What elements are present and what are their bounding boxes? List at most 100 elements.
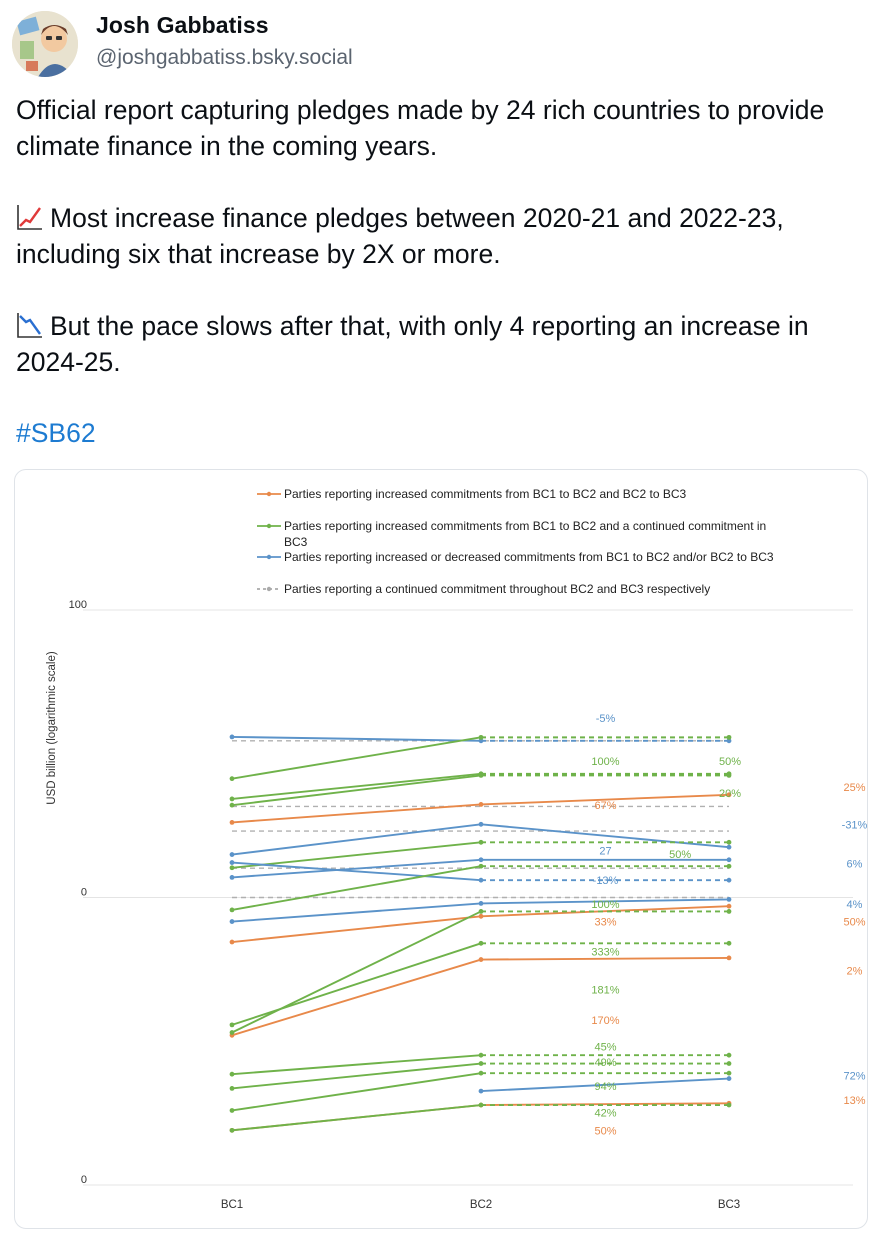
post-paragraph: But the pace slows after that, with only…	[16, 308, 876, 380]
y-tick-label: 100	[69, 599, 87, 611]
author-name[interactable]: Josh Gabbatiss	[96, 12, 269, 38]
paragraph-text: Official report capturing pledges made b…	[16, 95, 825, 161]
chart-decreasing-icon	[17, 312, 43, 338]
series-point	[229, 907, 235, 913]
x-tick-label: BC2	[470, 1199, 492, 1211]
avatar[interactable]	[12, 11, 78, 77]
series-point	[229, 819, 235, 825]
series-point	[229, 919, 235, 924]
series-point	[478, 877, 484, 883]
series-point	[726, 857, 732, 863]
series-point	[229, 1127, 235, 1133]
series-segment	[231, 910, 482, 1034]
series-point	[478, 821, 484, 827]
series-segment	[231, 915, 482, 943]
series-point	[726, 772, 732, 778]
data-label: 20%	[719, 788, 741, 800]
embedded-chart-image[interactable]: 100 0 0 USD billion (logarithmic scale) BC1 B…	[14, 469, 868, 1229]
series-point	[478, 802, 484, 807]
chart: 100 0 0 USD billion (logarithmic scale) BC1 B…	[46, 487, 867, 1211]
data-label: 100%	[591, 899, 619, 911]
series-point	[478, 839, 484, 845]
series-segment	[231, 858, 482, 879]
data-label: 13%	[843, 1095, 865, 1107]
data-label: 50%	[669, 849, 691, 861]
series-segment	[231, 1062, 482, 1090]
series-point	[726, 909, 732, 914]
series-point	[478, 900, 484, 906]
data-label: -5%	[596, 713, 616, 725]
data-label: -31%	[842, 819, 867, 831]
series-segment	[231, 902, 482, 923]
series-point	[229, 852, 235, 857]
data-label: 49%	[594, 1057, 616, 1069]
series-segment	[231, 774, 482, 807]
series-point	[726, 1070, 732, 1076]
series-point	[726, 863, 732, 869]
series-point	[229, 874, 235, 880]
y-axis-label: USD billion (logarithmic scale)	[46, 651, 58, 805]
data-label: 50%	[719, 756, 741, 768]
series-segment	[480, 1077, 730, 1093]
series-point	[726, 897, 732, 902]
data-label: 333%	[591, 947, 619, 959]
paragraph-text: But the pace slows after that, with only…	[16, 311, 809, 377]
series-point	[229, 939, 235, 945]
data-label: 4%	[847, 899, 863, 911]
hashtag-link[interactable]: #SB62	[16, 418, 96, 448]
author-handle[interactable]: @joshgabbatiss.bsky.social	[96, 46, 353, 69]
series-point	[478, 1070, 484, 1076]
series-segment	[480, 1102, 730, 1106]
series-segment	[480, 905, 730, 918]
series-segment	[231, 1104, 482, 1132]
data-label: 2%	[847, 966, 863, 978]
data-label: 25%	[843, 782, 865, 794]
data-label: 100%	[591, 756, 619, 768]
y-tick-label: 0	[81, 887, 87, 899]
series-point	[726, 940, 732, 946]
data-label: -13%	[593, 875, 619, 887]
legend-swatch-marker	[266, 491, 272, 497]
data-label: 181%	[591, 984, 619, 996]
series-point	[726, 1052, 732, 1058]
legend-swatch-marker	[266, 554, 272, 560]
series-segment	[480, 956, 730, 961]
series-point	[726, 792, 732, 798]
series-point	[229, 734, 235, 740]
series-point	[478, 857, 484, 863]
series-point	[478, 940, 484, 946]
series-segment	[480, 793, 730, 806]
series-point	[229, 802, 235, 808]
series-point	[726, 955, 732, 961]
legend-label: Parties reporting a continued commitment…	[284, 582, 710, 596]
series-point	[229, 860, 235, 865]
series-point	[726, 1076, 732, 1081]
data-label: 6%	[847, 859, 863, 871]
series-segment	[231, 958, 482, 1037]
series-point	[478, 913, 484, 919]
series-point	[726, 734, 732, 740]
series-segment	[480, 898, 730, 905]
legend-label-continued: BC3	[284, 535, 308, 549]
paragraph-text: Most increase finance pledges between 20…	[16, 203, 784, 269]
series-segment	[231, 823, 482, 856]
data-label: 50%	[594, 1125, 616, 1137]
series-point	[478, 772, 484, 778]
series-segment	[231, 942, 482, 1026]
series-point	[726, 1102, 732, 1108]
series-segment	[231, 861, 482, 882]
chart-increasing-icon	[17, 204, 43, 230]
series-point	[229, 1071, 235, 1077]
legend-label: Parties reporting increased or decreased…	[284, 550, 774, 564]
series-point	[229, 1085, 235, 1091]
x-tick-label: BC1	[221, 1199, 243, 1211]
data-label: 72%	[843, 1070, 865, 1082]
data-label: 42%	[594, 1107, 616, 1119]
series-point	[726, 903, 732, 909]
post-paragraph: Official report capturing pledges made b…	[16, 92, 876, 164]
y-tick-label: 0	[81, 1174, 87, 1186]
series-point	[478, 1061, 484, 1066]
series-segment	[231, 772, 482, 800]
series-point	[229, 1108, 235, 1113]
series-point	[229, 1022, 235, 1028]
